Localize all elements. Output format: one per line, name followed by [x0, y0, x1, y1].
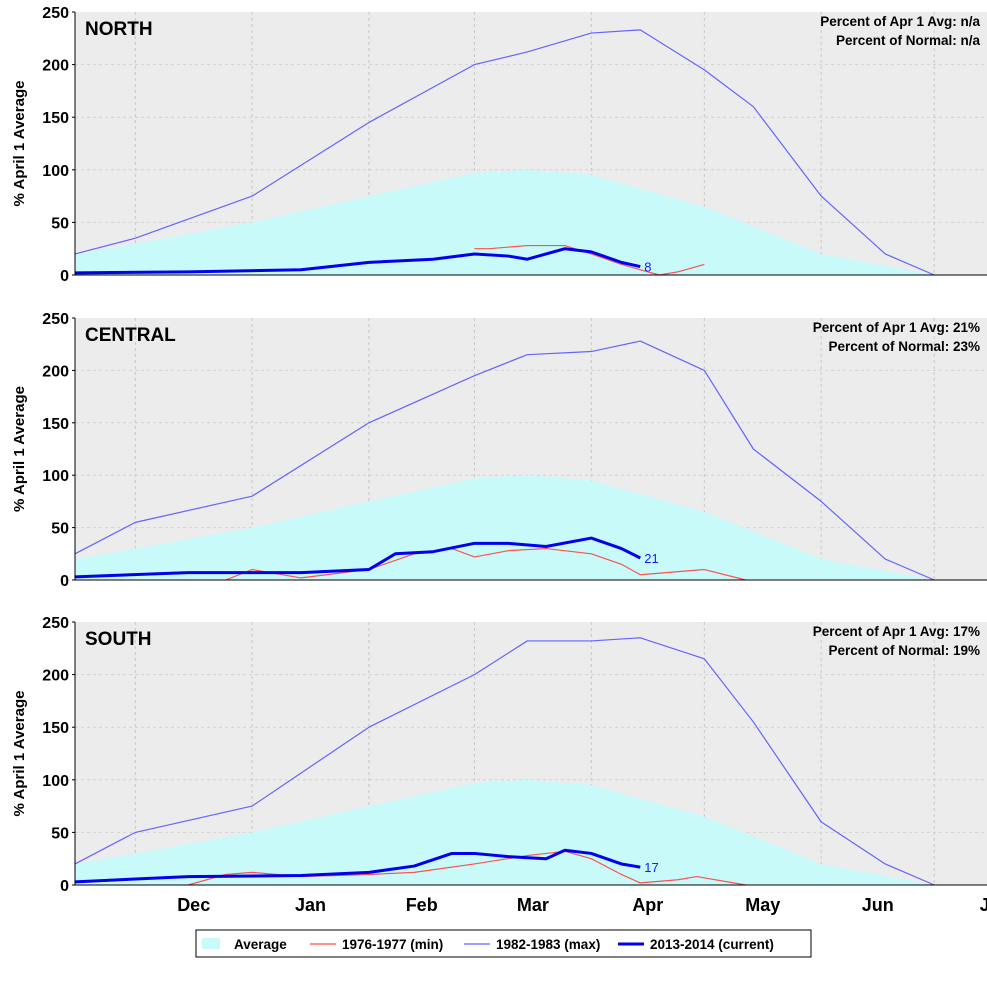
- x-tick-label: Mar: [517, 895, 549, 915]
- stat-apr1-avg: Percent of Apr 1 Avg: 17%: [813, 624, 980, 639]
- current-end-label: 17: [644, 860, 658, 875]
- y-tick-label: 0: [60, 573, 69, 590]
- series-min-line: [474, 244, 705, 276]
- legend: Average 1976-1977 (min) 1982-1983 (max) 201…: [195, 929, 812, 958]
- y-tick-label: 100: [42, 773, 69, 790]
- x-tick-label: Jan: [295, 895, 326, 915]
- legend-label-current: 2013-2014 (current): [650, 937, 774, 952]
- series-current-line: [74, 848, 641, 884]
- y-tick-label: 100: [42, 468, 69, 485]
- y-tick-label: 150: [42, 110, 69, 127]
- stat-apr1-avg: Percent of Apr 1 Avg: n/a: [820, 14, 980, 29]
- legend-item-max: 1982-1983 (max): [464, 937, 600, 952]
- current-end-label: 21: [644, 551, 658, 566]
- y-axis-label: % April 1 Average: [11, 386, 28, 512]
- average-area: [75, 169, 935, 275]
- series-current-line: [74, 247, 641, 275]
- region-label: SOUTH: [85, 629, 152, 650]
- y-tick-label: 250: [42, 311, 69, 328]
- x-tick-label: Jun: [862, 895, 894, 915]
- series-current-line: [74, 536, 641, 579]
- legend-box: [195, 929, 812, 958]
- series-min-line: [187, 850, 746, 886]
- stat-apr1-avg: Percent of Apr 1 Avg: 21%: [813, 320, 980, 335]
- series-min-line: [225, 547, 746, 581]
- y-axis-label: % April 1 Average: [11, 81, 28, 207]
- series-max-line: [74, 340, 935, 581]
- x-tick-label: Feb: [406, 895, 438, 915]
- region-label: CENTRAL: [85, 325, 176, 346]
- legend-label-average: Average: [234, 937, 287, 952]
- legend-item-current: 2013-2014 (current): [618, 937, 774, 952]
- legend-label-max: 1982-1983 (max): [496, 937, 600, 952]
- average-area: [75, 475, 935, 580]
- series-max-line: [74, 29, 935, 276]
- x-tick-label: Dec: [177, 895, 210, 915]
- current-end-label: 8: [644, 260, 651, 275]
- y-tick-label: 150: [42, 720, 69, 737]
- y-tick-label: 250: [42, 5, 69, 22]
- y-tick-label: 200: [42, 363, 69, 380]
- x-tick-label: Apr: [632, 895, 663, 915]
- y-tick-label: 0: [60, 878, 69, 895]
- y-tick-label: 0: [60, 268, 69, 285]
- series-max-line: [74, 637, 935, 886]
- y-tick-label: 50: [51, 215, 69, 232]
- panel-south: 17 0 50 100 150 200 250 % April 1 Average SOUTH P…: [11, 615, 987, 895]
- y-tick-label: 250: [42, 615, 69, 632]
- stat-percent-normal: Percent of Normal: 23%: [828, 339, 980, 354]
- y-tick-label: 200: [42, 58, 69, 75]
- stat-percent-normal: Percent of Normal: 19%: [828, 643, 980, 658]
- stat-percent-normal: Percent of Normal: n/a: [836, 33, 981, 48]
- panel-north: 8 0 50 100 150 200 250 % April 1 Average NORTH Pe…: [11, 5, 987, 285]
- region-label: NORTH: [85, 19, 153, 40]
- panel-central: 21 0 50 100 150 200 250 % April 1 Average CENTRA…: [11, 311, 987, 590]
- y-tick-label: 200: [42, 668, 69, 685]
- y-tick-label: 50: [51, 825, 69, 842]
- legend-item-min: 1976-1977 (min): [310, 937, 443, 952]
- legend-label-min: 1976-1977 (min): [342, 937, 443, 952]
- x-tick-label: Jul: [980, 895, 987, 915]
- y-tick-label: 50: [51, 521, 69, 538]
- average-area: [75, 779, 935, 885]
- y-tick-label: 100: [42, 163, 69, 180]
- y-axis-label: % April 1 Average: [11, 691, 28, 817]
- y-tick-label: 150: [42, 416, 69, 433]
- legend-swatch-average: [202, 938, 220, 949]
- x-tick-label: May: [745, 895, 780, 915]
- legend-item-average: Average: [202, 937, 287, 952]
